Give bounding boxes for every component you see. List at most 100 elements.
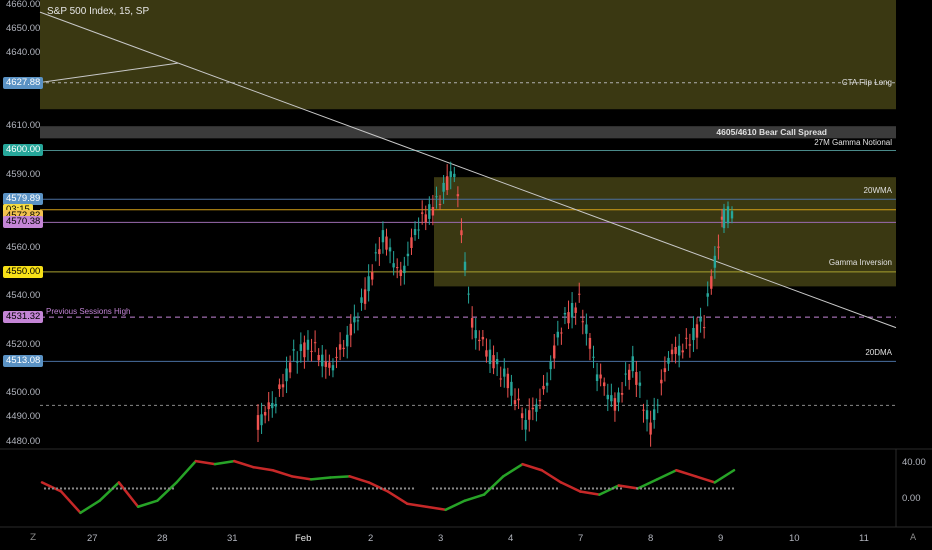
oscillator-dot — [160, 487, 162, 490]
candle-body — [342, 347, 345, 350]
candle-body — [403, 265, 406, 274]
trend-line — [39, 11, 897, 329]
oscillator-dot — [692, 487, 694, 490]
price-tick-label: 4540.00 — [6, 290, 41, 302]
price-tick-label: 4650.00 — [6, 23, 41, 35]
candle-body — [535, 404, 538, 412]
level-annotation: CTA Flip Long — [841, 77, 892, 87]
oscillator-segment — [213, 459, 236, 466]
oscillator-dot — [556, 487, 558, 490]
candle-body — [478, 339, 481, 342]
oscillator-segment — [271, 469, 294, 478]
candle-body — [431, 207, 435, 216]
zone-band — [40, 126, 896, 139]
price-tick-label: 4640.00 — [6, 47, 41, 59]
oscillator-dot — [252, 487, 254, 490]
oscillator-dot — [308, 487, 310, 490]
candle-body — [378, 249, 381, 255]
oscillator-dot — [212, 487, 214, 490]
candle-body — [263, 411, 267, 416]
level-annotation: 20DMA — [865, 348, 892, 358]
oscillator-dot — [172, 487, 174, 490]
oscillator-dot — [128, 487, 130, 490]
candle-body — [363, 289, 367, 304]
corner-label-left[interactable]: Z — [30, 533, 37, 543]
oscillator-dot — [112, 487, 114, 490]
oscillator-segment — [675, 469, 697, 478]
candle-body — [581, 321, 584, 323]
candle-body — [699, 317, 702, 322]
price-tag: 4579.89 — [3, 193, 44, 206]
oscillator-segment — [367, 481, 390, 493]
oscillator-dot — [272, 487, 274, 490]
candle-body — [670, 349, 674, 355]
oscillator-dot — [400, 487, 402, 490]
oscillator-dot — [464, 487, 466, 490]
oscillator-dot — [668, 487, 670, 490]
candle-body — [385, 236, 388, 250]
candle-body — [367, 276, 370, 292]
oscillator-dot — [312, 487, 314, 490]
indicator-tick-label: 40.00 — [902, 457, 926, 468]
oscillator-dot — [304, 487, 306, 490]
oscillator-dot — [92, 487, 94, 490]
candle-body — [428, 204, 431, 219]
oscillator-dot — [356, 487, 358, 490]
candle-body — [274, 404, 278, 407]
oscillator-dot — [476, 487, 478, 490]
oscillator-dot — [496, 487, 498, 490]
oscillator-dot — [720, 487, 722, 490]
candle-body — [303, 342, 306, 358]
oscillator-dot — [592, 487, 594, 490]
candle-body — [413, 229, 417, 235]
candle-body — [722, 208, 726, 229]
candle-body — [321, 354, 324, 367]
candle-body — [599, 374, 602, 379]
oscillator-dot — [500, 487, 502, 490]
candle-body — [299, 344, 303, 351]
oscillator-dot — [108, 487, 110, 490]
candle-body — [563, 312, 567, 315]
candle-body — [460, 230, 463, 236]
candle-body — [324, 361, 328, 367]
oscillator-dot — [508, 487, 510, 490]
candle-body — [495, 359, 499, 365]
candle-body — [420, 212, 424, 214]
candle-body — [360, 297, 363, 303]
price-tag: 4531.32 — [3, 311, 44, 324]
oscillator-dot — [716, 487, 718, 490]
candle-body — [328, 362, 331, 368]
candle-body — [371, 272, 374, 280]
oscillator-dot — [712, 487, 714, 490]
oscillator-dot — [472, 487, 474, 490]
oscillator-dot — [704, 487, 706, 490]
oscillator-dot — [320, 487, 322, 490]
oscillator-dot — [376, 487, 378, 490]
candle-body — [588, 337, 592, 349]
oscillator-dot — [452, 487, 454, 490]
oscillator-dot — [316, 487, 318, 490]
oscillator-dot — [708, 487, 710, 490]
oscillator-segment — [463, 493, 486, 502]
oscillator-segment — [694, 475, 717, 484]
oscillator-dot — [552, 487, 554, 490]
price-tag: 4570.38 — [3, 216, 44, 229]
candle-body — [292, 349, 295, 351]
oscillator-dot — [544, 487, 546, 490]
candle-body — [353, 316, 356, 323]
candle-body — [649, 422, 652, 435]
oscillator-dot — [244, 487, 246, 490]
price-tick-label: 4590.00 — [6, 168, 41, 180]
oscillator-dot — [104, 487, 106, 490]
candle-body — [645, 410, 649, 420]
candle-body — [638, 382, 642, 386]
candle-body — [470, 318, 474, 328]
candle-body — [256, 415, 260, 430]
oscillator-dot — [460, 487, 462, 490]
candle-body — [392, 263, 395, 268]
corner-label-right[interactable]: A — [910, 533, 917, 543]
candle-body — [660, 379, 663, 384]
oscillator-segment — [136, 499, 159, 508]
oscillator-dot — [672, 487, 674, 490]
